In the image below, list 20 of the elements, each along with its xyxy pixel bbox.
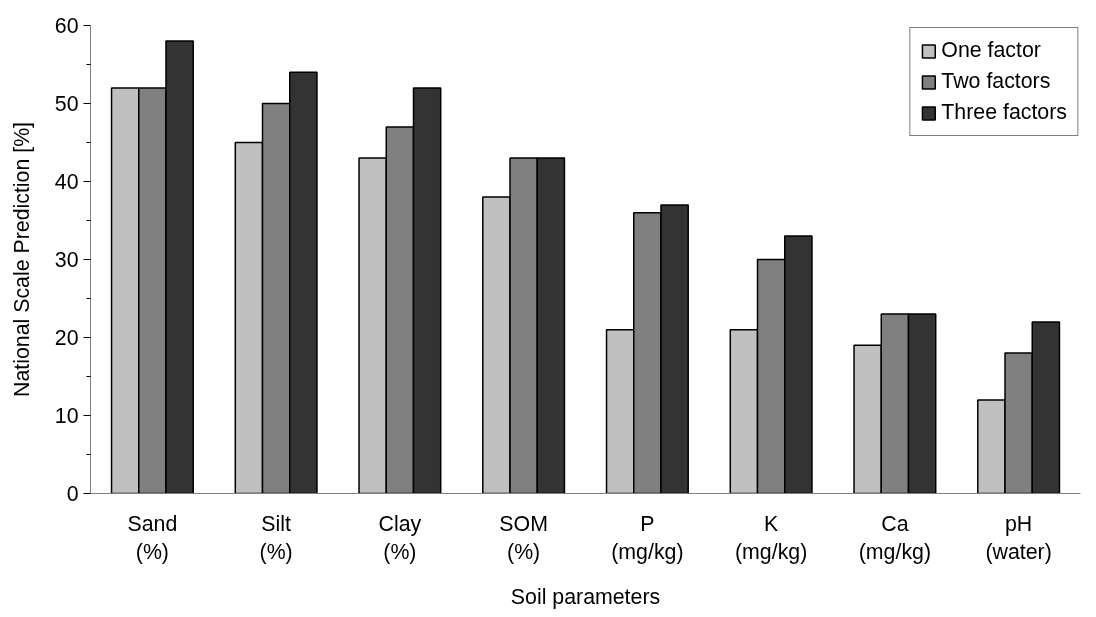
x-tick-label: SOM (%): [499, 511, 548, 565]
y-tick-label: 40: [54, 170, 79, 194]
x-tick-label: Clay (%): [378, 511, 422, 565]
x-axis-title: Soil parameters: [510, 585, 661, 610]
x-tick-label: pH (water): [985, 511, 1052, 565]
y-tick-label: 60: [54, 14, 79, 38]
x-tick-label: Silt (%): [259, 511, 293, 565]
legend-label: Three factors: [941, 100, 1067, 125]
legend-label: One factor: [941, 38, 1041, 63]
y-tick-label: 20: [54, 326, 79, 350]
y-tick-label: 0: [66, 482, 79, 506]
x-tick-label: K (mg/kg): [734, 511, 808, 565]
y-tick-label: 10: [54, 404, 79, 428]
y-axis-title: National Scale Prediction [%]: [9, 121, 34, 398]
x-tick-label: Ca (mg/kg): [858, 511, 932, 565]
legend-label: Two factors: [941, 69, 1051, 94]
x-tick-label: Sand (%): [127, 511, 178, 565]
y-tick-label: 30: [54, 248, 79, 272]
x-tick-label: P (mg/kg): [611, 511, 684, 565]
y-tick-label: 50: [54, 92, 79, 116]
